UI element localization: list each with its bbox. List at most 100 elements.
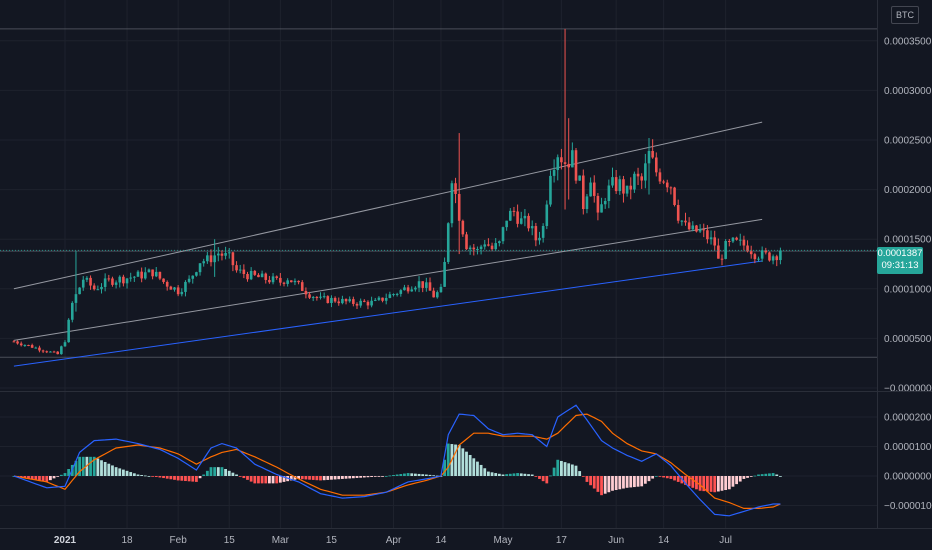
macd-hist-bar [300, 476, 304, 480]
candle-body [198, 263, 202, 273]
macd-hist-bar [454, 444, 457, 476]
candle-body [96, 289, 100, 291]
candle-body [191, 275, 195, 279]
candle-body [103, 278, 107, 287]
candle-body [614, 177, 618, 192]
candle-body [125, 278, 129, 284]
candle-body [738, 239, 742, 241]
candle-body [363, 300, 366, 302]
candle-body [541, 225, 545, 238]
candle-body [578, 175, 581, 181]
macd-hist-bar [195, 476, 198, 482]
candle-body [399, 290, 403, 294]
macd-hist-bar [213, 467, 217, 476]
candle-body [629, 185, 633, 190]
macd-hist-bar [519, 473, 523, 476]
macd-hist-bar [706, 476, 709, 492]
currency-badge[interactable]: BTC [891, 6, 919, 24]
candle-body [173, 287, 176, 290]
macd-hist-bar [603, 476, 607, 494]
macd-hist-bar [428, 474, 432, 476]
macd-hist-bar [523, 473, 527, 476]
macd-hist-bar [643, 476, 647, 484]
candle-body [432, 290, 435, 298]
candle-body [49, 351, 52, 353]
macd-hist-bar [625, 476, 629, 488]
macd-hist-bar [377, 476, 381, 477]
candle-body [377, 297, 381, 300]
candle-body [100, 286, 103, 290]
time-axis-label: 15 [326, 535, 338, 546]
candle-body [527, 215, 530, 229]
candle-body [293, 280, 297, 283]
macd-hist-bar [326, 476, 330, 480]
macd-hist-bar [297, 476, 300, 479]
candle-body [118, 276, 122, 283]
macd-axis-label: 0.0000100 [884, 442, 932, 453]
macd-hist-bar [362, 476, 366, 478]
macd-hist-bar [257, 476, 260, 484]
candle-body [490, 245, 494, 250]
macd-hist-bar [716, 476, 720, 492]
macd-hist-bar [538, 476, 541, 479]
candle-body [574, 150, 578, 181]
macd-hist-bar [563, 462, 567, 476]
macd-hist-bar [89, 456, 92, 476]
candle-body [158, 271, 162, 279]
candle-body [549, 175, 552, 205]
macd-hist-bar [771, 473, 775, 476]
macd-hist-bar [125, 470, 129, 476]
time-axis-label: Feb [170, 535, 188, 546]
candle-body [417, 281, 421, 288]
macd-hist-bar [111, 465, 114, 476]
price-axis-label: 0.0001500 [884, 235, 932, 246]
macd-hist-bar [465, 451, 468, 476]
macd-hist-bar [585, 476, 589, 482]
candle-body [290, 280, 293, 283]
macd-hist-bar [702, 476, 706, 492]
macd-hist-bar [216, 467, 220, 476]
macd-hist-bar [249, 476, 253, 482]
candle-body [206, 255, 209, 262]
candle-body [428, 282, 432, 291]
candle-body [618, 179, 622, 192]
candle-body [436, 292, 439, 298]
macd-hist-bar [231, 472, 235, 476]
candle-body [753, 254, 757, 260]
candle-body [669, 187, 673, 189]
macd-hist-bar [351, 476, 355, 479]
candle-body [494, 243, 497, 250]
macd-hist-bar [709, 476, 713, 492]
macd-hist-bar [38, 476, 41, 481]
time-axis-label: 17 [556, 535, 568, 546]
macd-hist-bar [289, 476, 293, 481]
candle-body [220, 253, 224, 256]
macd-hist-bar [242, 476, 246, 479]
candle-body [446, 223, 450, 262]
candle-body [23, 344, 27, 346]
candle-body [465, 234, 468, 250]
candle-body [260, 273, 264, 278]
macd-pane [0, 392, 877, 528]
candle-body [253, 270, 257, 275]
candle-body [319, 296, 322, 298]
macd-hist-bar [205, 470, 209, 476]
candle-body [370, 300, 373, 306]
candle-body [731, 237, 735, 242]
candle-body [85, 277, 89, 280]
macd-hist-bar [41, 476, 45, 482]
price-axis-label: 0.0000500 [884, 334, 932, 345]
macd-hist-bar [549, 475, 552, 477]
macd-hist-bar [118, 468, 122, 476]
macd-hist-bar [27, 476, 30, 479]
macd-axis-label: −0.0000100 [884, 501, 932, 512]
macd-hist-bar [333, 476, 337, 480]
candle-body [454, 183, 457, 194]
macd-hist-bar [494, 473, 498, 476]
macd-hist-bar [341, 476, 344, 479]
candle-body [38, 347, 41, 351]
candle-body [676, 205, 680, 221]
macd-hist-bar [497, 473, 501, 476]
time-axis-label: Mar [272, 535, 290, 546]
